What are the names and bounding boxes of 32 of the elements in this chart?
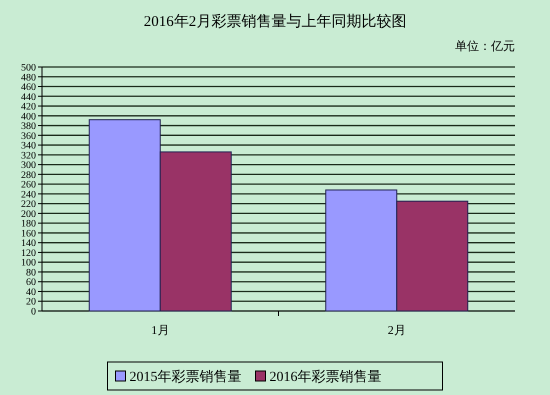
y-tick-label: 280: [21, 170, 36, 181]
x-tick-label: 2月: [388, 323, 406, 337]
y-tick-label: 20: [26, 296, 36, 308]
y-tick-label: 440: [21, 92, 36, 103]
y-tick-label: 200: [21, 208, 36, 220]
y-tick-label: 180: [21, 218, 36, 230]
y-tick-label: 360: [21, 130, 36, 142]
y-tick-label: 60: [26, 277, 36, 288]
text: 单位：亿元: [455, 39, 515, 53]
y-tick-label: 460: [21, 82, 36, 94]
legend-label: 2016年彩票销售量: [270, 369, 382, 385]
y-tick-label: 500: [21, 62, 36, 74]
y-tick-label: 120: [21, 248, 36, 259]
y-tick-label: 140: [21, 238, 36, 250]
y-tick-label: 160: [21, 228, 36, 240]
y-tick-label: 0: [31, 306, 36, 318]
y-tick-label: 100: [21, 258, 36, 269]
legend-label: 2015年彩票销售量: [130, 369, 242, 385]
y-tick-label: 340: [21, 140, 36, 152]
y-tick-label: 420: [21, 102, 36, 113]
chart-title: 2016年2月彩票销售量与上年同期比较图: [144, 13, 406, 30]
x-tick-label: 1月: [151, 323, 170, 337]
y-tick-label: 240: [21, 189, 36, 200]
y-tick-label: 220: [21, 199, 36, 210]
y-tick-label: 400: [21, 111, 36, 122]
y-tick-label: 40: [26, 286, 36, 298]
y-tick-label: 380: [21, 121, 36, 132]
y-tick-label: 300: [21, 160, 36, 172]
y-tick-label: 320: [21, 150, 36, 162]
y-tick-label: 80: [26, 267, 36, 278]
y-tick-label: 260: [21, 180, 36, 191]
y-tick-label: 480: [21, 72, 36, 84]
